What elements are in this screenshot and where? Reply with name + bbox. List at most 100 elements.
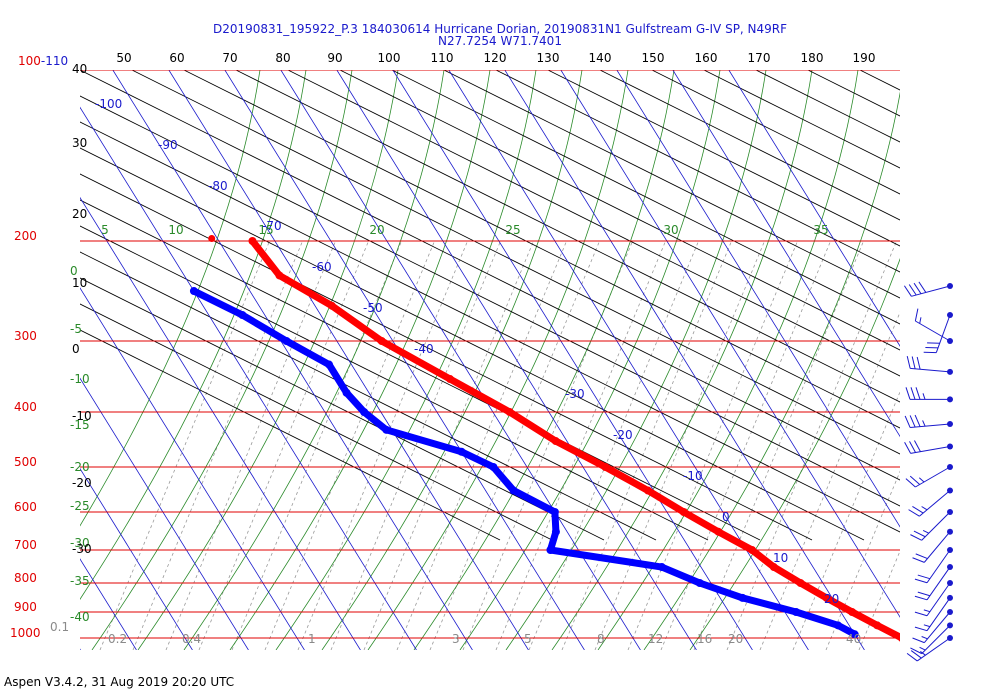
dry-adiabat (495, 70, 900, 273)
mixing-ratio-label: 5 (524, 632, 532, 646)
chart-title: D20190831_195922_P.3 184030614 Hurricane… (213, 22, 787, 36)
dewpoint-point (238, 311, 247, 320)
isotherm-label: -30 (565, 387, 585, 401)
isotherm-label: 0 (722, 510, 730, 524)
dry-adiabat (599, 70, 900, 221)
dry-adiabat (547, 70, 900, 247)
mixing-ratio-line (792, 390, 900, 650)
wind-barb (912, 609, 953, 644)
dewpoint-point (550, 508, 559, 516)
isotherm-line (392, 70, 753, 650)
chart-grid (80, 70, 1000, 650)
dry-adiabat (80, 95, 900, 507)
pressure-label: 100-110 (18, 54, 68, 68)
moist-adiabat (597, 70, 859, 650)
mixing-ratio-label: 1 (308, 632, 316, 646)
dry-adiabat (859, 70, 900, 91)
wind-barb (908, 487, 953, 517)
dry-adiabat (703, 70, 900, 169)
temperature-point (377, 337, 386, 345)
dewpoint-point (738, 593, 747, 602)
dry-adiabat (80, 303, 553, 541)
mixing-ratio-label: 16 (697, 632, 712, 646)
mixing-ratio-label: 8 (597, 632, 605, 646)
mixing-ratio-line (396, 239, 568, 650)
dry-adiabat (287, 70, 900, 377)
mixing-ratio-label: 0.2 (108, 632, 127, 646)
isotherm-line (336, 70, 697, 650)
mixing-ratio-line (132, 239, 304, 650)
moist-adiabat (367, 70, 629, 650)
isotherm-line (168, 70, 529, 650)
wind-barb (914, 564, 953, 601)
dewpoint-point (695, 579, 704, 587)
dry-adiabat (391, 70, 900, 325)
theta-tick-label: 150 (642, 51, 665, 65)
theta-e-label: 25 (505, 223, 520, 237)
dry-adiabat (339, 70, 900, 351)
dry-adiabat (80, 147, 865, 541)
dry-adiabat (80, 277, 605, 541)
mixing-ratio-label: 3 (452, 632, 460, 646)
dry-adiabat (131, 70, 900, 455)
theta-tick-label: 140 (589, 51, 612, 65)
dewpoint-point (792, 608, 801, 616)
wind-barb (905, 387, 953, 403)
wind-barb (905, 464, 953, 488)
dewpoint-point (509, 486, 518, 495)
dewpoint-point (489, 463, 498, 471)
mixing-ratio-line (330, 239, 502, 650)
dewpoint-point (457, 447, 466, 456)
dry-adiabat-label: 20 (72, 207, 87, 221)
mixing-ratio-line (165, 239, 337, 650)
dry-adiabat (912, 70, 1000, 540)
dry-adiabat-label: -10 (72, 409, 92, 423)
theta-tick-label: 130 (537, 51, 560, 65)
isotherm-label: -40 (414, 342, 434, 356)
theta-tick-label: 110 (431, 51, 454, 65)
wind-barb (912, 528, 953, 563)
isotherm-label: -80 (208, 179, 228, 193)
wind-barb-column (903, 281, 953, 662)
dewpoint-point (325, 360, 334, 369)
moist-adiabat (459, 70, 721, 650)
temperature-point (446, 375, 455, 384)
mixing-ratio-line (858, 550, 900, 650)
theta-tick-label: 60 (169, 51, 184, 65)
dry-adiabat-label: 0 (72, 342, 80, 356)
dewpoint-point (342, 388, 351, 397)
mixing-ratio-line (363, 239, 535, 650)
mixing-ratio-line (231, 239, 403, 650)
isotherm-line (728, 70, 900, 347)
temperature-point (748, 546, 757, 554)
pressure-label: 500 (14, 455, 37, 469)
theta-tick-label: 50 (116, 51, 131, 65)
theta-tick-label: 120 (484, 51, 507, 65)
theta-e-label: 10 (168, 223, 183, 237)
moist-adiabat-label: 0 (70, 264, 78, 278)
moist-adiabat-label: -40 (70, 610, 90, 624)
theta-tick-label: 180 (801, 51, 824, 65)
isotherm-label: -10 (683, 469, 703, 483)
isotherm-label: -60 (312, 260, 332, 274)
chart-subtitle: N27.7254 W71.7401 (438, 34, 562, 48)
temperature-point (796, 579, 805, 587)
temperature-point (208, 235, 216, 243)
theta-tick-label: 190 (853, 51, 876, 65)
theta-tick-label: 170 (748, 51, 771, 65)
temperature-point (679, 508, 688, 516)
temperature-point (897, 634, 900, 642)
pressure-label: 600 (14, 500, 37, 514)
dry-adiabat-label: 30 (72, 136, 87, 150)
pressure-label: 400 (14, 400, 37, 414)
dewpoint-point (189, 287, 198, 296)
dry-adiabat (651, 70, 900, 195)
dewpoint-point (833, 621, 842, 630)
moist-adiabat (229, 70, 491, 650)
moist-adiabat (413, 70, 675, 650)
pressure-label: 200 (14, 229, 37, 243)
mixing-ratio-line (594, 239, 766, 650)
temperature-point (769, 563, 778, 572)
dry-adiabat (80, 70, 900, 481)
temperature-point (848, 608, 857, 616)
